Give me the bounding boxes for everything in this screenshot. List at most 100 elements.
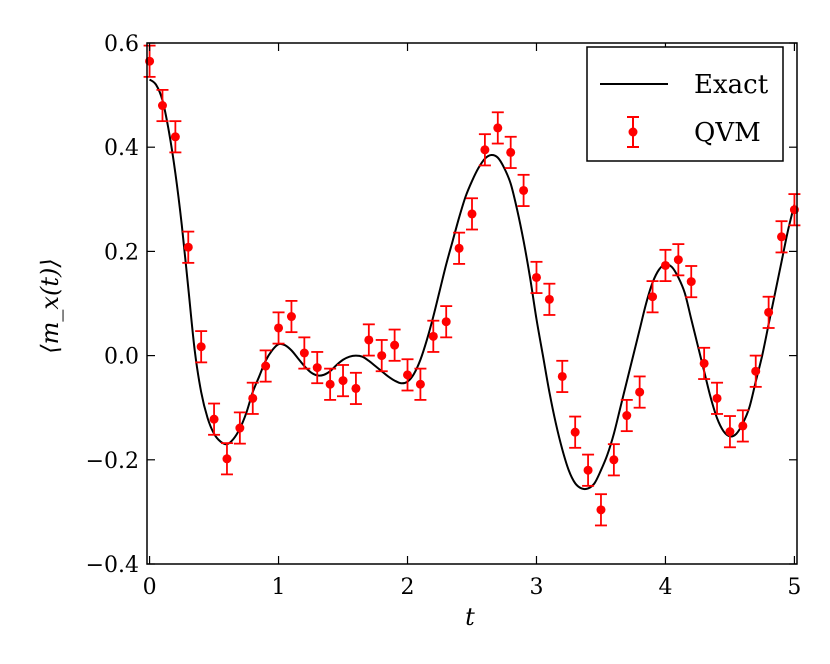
legend-qvm-label: QVM <box>694 118 761 148</box>
qvm-data-point <box>582 453 595 487</box>
qvm-data-point <box>208 402 221 436</box>
qvm-marker <box>570 427 580 437</box>
qvm-marker <box>170 132 180 142</box>
qvm-marker <box>196 342 206 352</box>
qvm-marker <box>519 185 529 195</box>
qvm-data-point <box>427 319 440 353</box>
legend-exact-label: Exact <box>694 70 769 100</box>
qvm-data-point <box>646 280 659 314</box>
qvm-marker <box>725 427 735 437</box>
qvm-marker <box>777 232 787 242</box>
qvm-marker <box>467 209 477 219</box>
qvm-data-point <box>762 295 775 329</box>
exact-series-line <box>148 78 796 491</box>
qvm-data-point <box>594 493 607 527</box>
qvm-data-point <box>169 120 182 154</box>
qvm-marker <box>209 414 219 424</box>
exact-curve-layer <box>148 78 796 491</box>
y-axis-label: ⟨m_x(t)⟩ <box>36 258 64 353</box>
qvm-data-point <box>749 354 762 388</box>
qvm-marker <box>325 379 335 389</box>
x-tick-label: 1 <box>272 575 286 600</box>
qvm-marker <box>686 277 696 287</box>
qvm-marker <box>415 379 425 389</box>
qvm-data-point <box>182 230 195 264</box>
qvm-data-point <box>530 260 543 294</box>
qvm-data-point <box>556 359 569 393</box>
qvm-data-point <box>517 173 530 207</box>
qvm-marker <box>635 387 645 397</box>
qvm-points-layer <box>143 44 801 527</box>
qvm-data-point <box>698 346 711 380</box>
qvm-marker <box>583 465 593 475</box>
qvm-marker <box>261 361 271 371</box>
legend-qvm-marker <box>628 127 638 137</box>
qvm-marker <box>751 366 761 376</box>
qvm-data-point <box>466 197 478 231</box>
qvm-data-point <box>414 367 427 401</box>
qvm-marker <box>738 421 748 431</box>
legend: Exact QVM <box>586 46 784 162</box>
qvm-marker <box>557 371 567 381</box>
qvm-data-point <box>736 409 749 443</box>
qvm-data-point <box>659 248 672 282</box>
qvm-data-point <box>349 371 362 405</box>
qvm-data-point <box>543 282 556 316</box>
x-tick-label: 2 <box>401 575 415 600</box>
qvm-marker <box>673 255 683 265</box>
qvm-data-point <box>324 367 337 401</box>
y-tick-label: 0.4 <box>104 136 139 161</box>
qvm-marker <box>286 312 296 322</box>
qvm-marker <box>622 411 632 421</box>
qvm-marker <box>764 307 774 317</box>
qvm-marker <box>428 331 438 341</box>
qvm-data-point <box>620 398 633 433</box>
y-tick-label: 0.6 <box>104 32 139 57</box>
qvm-data-point <box>711 381 724 415</box>
qvm-data-point <box>685 265 698 299</box>
qvm-data-point <box>156 88 169 123</box>
qvm-data-point <box>569 415 582 449</box>
qvm-data-point <box>246 381 259 415</box>
qvm-marker <box>351 383 361 393</box>
qvm-marker <box>609 455 619 465</box>
qvm-marker <box>403 370 413 380</box>
qvm-marker <box>441 317 451 327</box>
qvm-data-point <box>672 243 685 277</box>
y-tick-label: −0.4 <box>86 553 139 578</box>
qvm-data-point <box>375 339 388 373</box>
qvm-data-point <box>478 133 491 167</box>
qvm-data-point <box>440 305 453 339</box>
plot-frame <box>146 42 798 565</box>
qvm-data-point <box>337 364 350 398</box>
qvm-marker <box>454 243 464 253</box>
qvm-data-point <box>195 330 208 364</box>
qvm-marker <box>377 351 387 361</box>
qvm-marker <box>364 335 374 345</box>
qvm-data-point <box>453 231 466 265</box>
x-tick-label: 4 <box>658 575 672 600</box>
qvm-marker <box>390 340 400 350</box>
qvm-marker <box>248 393 258 403</box>
qvm-marker <box>699 358 709 368</box>
qvm-marker <box>660 260 670 270</box>
qvm-marker <box>596 505 606 515</box>
tick-marks-layer <box>147 42 797 565</box>
qvm-data-point <box>259 349 272 383</box>
x-tick-label: 3 <box>529 575 543 600</box>
legend-frame <box>586 46 784 162</box>
qvm-marker <box>157 101 167 111</box>
x-axis-label: t <box>465 603 475 631</box>
qvm-data-point <box>775 220 788 254</box>
qvm-marker <box>648 292 658 302</box>
qvm-marker <box>183 242 193 252</box>
qvm-data-point <box>298 336 311 370</box>
qvm-data-point <box>633 375 646 409</box>
qvm-marker <box>299 348 309 358</box>
qvm-data-point <box>504 135 517 169</box>
qvm-data-point <box>285 299 298 334</box>
qvm-marker <box>235 423 245 433</box>
qvm-marker <box>493 123 503 133</box>
qvm-data-point <box>362 323 375 357</box>
